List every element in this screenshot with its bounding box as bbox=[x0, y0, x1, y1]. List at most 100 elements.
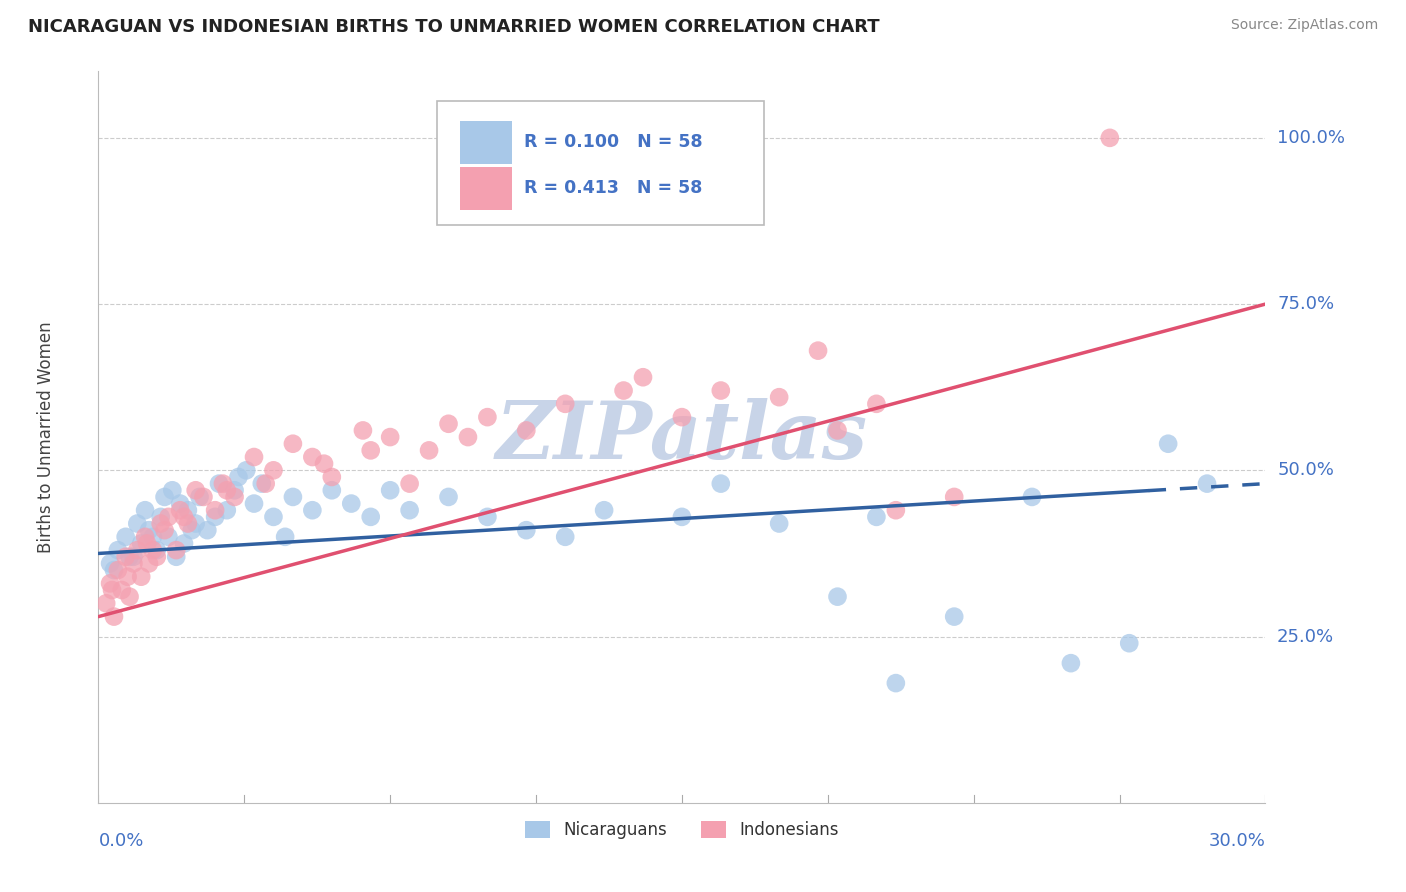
Point bbox=[262, 463, 284, 477]
Point bbox=[437, 417, 460, 431]
Point bbox=[169, 497, 191, 511]
Point bbox=[612, 384, 634, 398]
Point bbox=[301, 503, 323, 517]
Point bbox=[631, 370, 654, 384]
Point bbox=[118, 549, 141, 564]
Point bbox=[360, 443, 382, 458]
Point bbox=[111, 582, 134, 597]
Point bbox=[274, 530, 297, 544]
Point bbox=[768, 516, 790, 531]
Point bbox=[98, 557, 121, 571]
Point bbox=[477, 410, 499, 425]
Point bbox=[1060, 656, 1083, 670]
Text: Source: ZipAtlas.com: Source: ZipAtlas.com bbox=[1230, 18, 1378, 32]
Point bbox=[212, 476, 235, 491]
Point bbox=[103, 563, 125, 577]
Point bbox=[554, 397, 576, 411]
Point bbox=[177, 503, 200, 517]
Point bbox=[943, 490, 966, 504]
Point bbox=[321, 483, 343, 498]
Point bbox=[96, 596, 118, 610]
Text: 0.0%: 0.0% bbox=[98, 832, 143, 850]
Point bbox=[188, 490, 211, 504]
Point bbox=[177, 516, 200, 531]
Point bbox=[352, 424, 374, 438]
Point bbox=[281, 436, 304, 450]
Point bbox=[157, 509, 180, 524]
Point bbox=[418, 443, 440, 458]
Point bbox=[807, 343, 830, 358]
FancyBboxPatch shape bbox=[437, 101, 763, 225]
Point bbox=[671, 509, 693, 524]
Point bbox=[262, 509, 284, 524]
Point bbox=[254, 476, 277, 491]
Point bbox=[515, 523, 537, 537]
Point bbox=[122, 557, 145, 571]
Point bbox=[250, 476, 273, 491]
Point bbox=[107, 563, 129, 577]
Point bbox=[134, 503, 156, 517]
Point bbox=[710, 476, 733, 491]
Point bbox=[224, 483, 246, 498]
Point bbox=[162, 483, 184, 498]
Point bbox=[169, 503, 191, 517]
Point bbox=[157, 530, 180, 544]
FancyBboxPatch shape bbox=[460, 121, 512, 164]
Point bbox=[149, 516, 172, 531]
Point bbox=[165, 543, 187, 558]
Point bbox=[114, 530, 136, 544]
Point bbox=[827, 590, 849, 604]
Point bbox=[228, 470, 250, 484]
Point bbox=[142, 543, 165, 558]
Text: 100.0%: 100.0% bbox=[1277, 128, 1346, 147]
Point bbox=[98, 576, 121, 591]
Point bbox=[146, 543, 169, 558]
Point bbox=[173, 509, 195, 524]
Point bbox=[398, 476, 420, 491]
Point bbox=[1021, 490, 1043, 504]
Point bbox=[215, 503, 238, 517]
Text: Births to Unmarried Women: Births to Unmarried Women bbox=[37, 321, 55, 553]
Text: 30.0%: 30.0% bbox=[1209, 832, 1265, 850]
Point bbox=[129, 536, 152, 550]
Text: 75.0%: 75.0% bbox=[1277, 295, 1334, 313]
Point bbox=[114, 549, 136, 564]
Point bbox=[117, 570, 139, 584]
Point bbox=[101, 582, 124, 597]
Point bbox=[180, 523, 202, 537]
Point bbox=[380, 483, 402, 498]
Point bbox=[768, 390, 790, 404]
Point bbox=[301, 450, 323, 464]
Point bbox=[224, 490, 246, 504]
Legend: Nicaraguans, Indonesians: Nicaraguans, Indonesians bbox=[519, 814, 845, 846]
Point bbox=[884, 503, 907, 517]
Point bbox=[554, 530, 576, 544]
Point bbox=[208, 476, 231, 491]
Text: ZIPatlas: ZIPatlas bbox=[496, 399, 868, 475]
Point bbox=[671, 410, 693, 425]
Text: R = 0.100   N = 58: R = 0.100 N = 58 bbox=[524, 133, 703, 152]
Point bbox=[1118, 636, 1140, 650]
Point bbox=[477, 509, 499, 524]
Point bbox=[118, 590, 141, 604]
Point bbox=[103, 609, 125, 624]
Point bbox=[204, 509, 226, 524]
Point bbox=[127, 516, 149, 531]
Point bbox=[437, 490, 460, 504]
Point bbox=[149, 509, 172, 524]
Point bbox=[593, 503, 616, 517]
Point bbox=[321, 470, 343, 484]
Point bbox=[380, 430, 402, 444]
Point bbox=[243, 450, 266, 464]
Text: NICARAGUAN VS INDONESIAN BIRTHS TO UNMARRIED WOMEN CORRELATION CHART: NICARAGUAN VS INDONESIAN BIRTHS TO UNMAR… bbox=[28, 18, 880, 36]
Point bbox=[142, 530, 165, 544]
Point bbox=[235, 463, 257, 477]
Point bbox=[138, 557, 160, 571]
Point bbox=[153, 490, 176, 504]
Point bbox=[281, 490, 304, 504]
Text: R = 0.413   N = 58: R = 0.413 N = 58 bbox=[524, 179, 703, 197]
Point bbox=[865, 509, 887, 524]
Point bbox=[193, 490, 215, 504]
Point bbox=[1195, 476, 1218, 491]
Point bbox=[127, 543, 149, 558]
